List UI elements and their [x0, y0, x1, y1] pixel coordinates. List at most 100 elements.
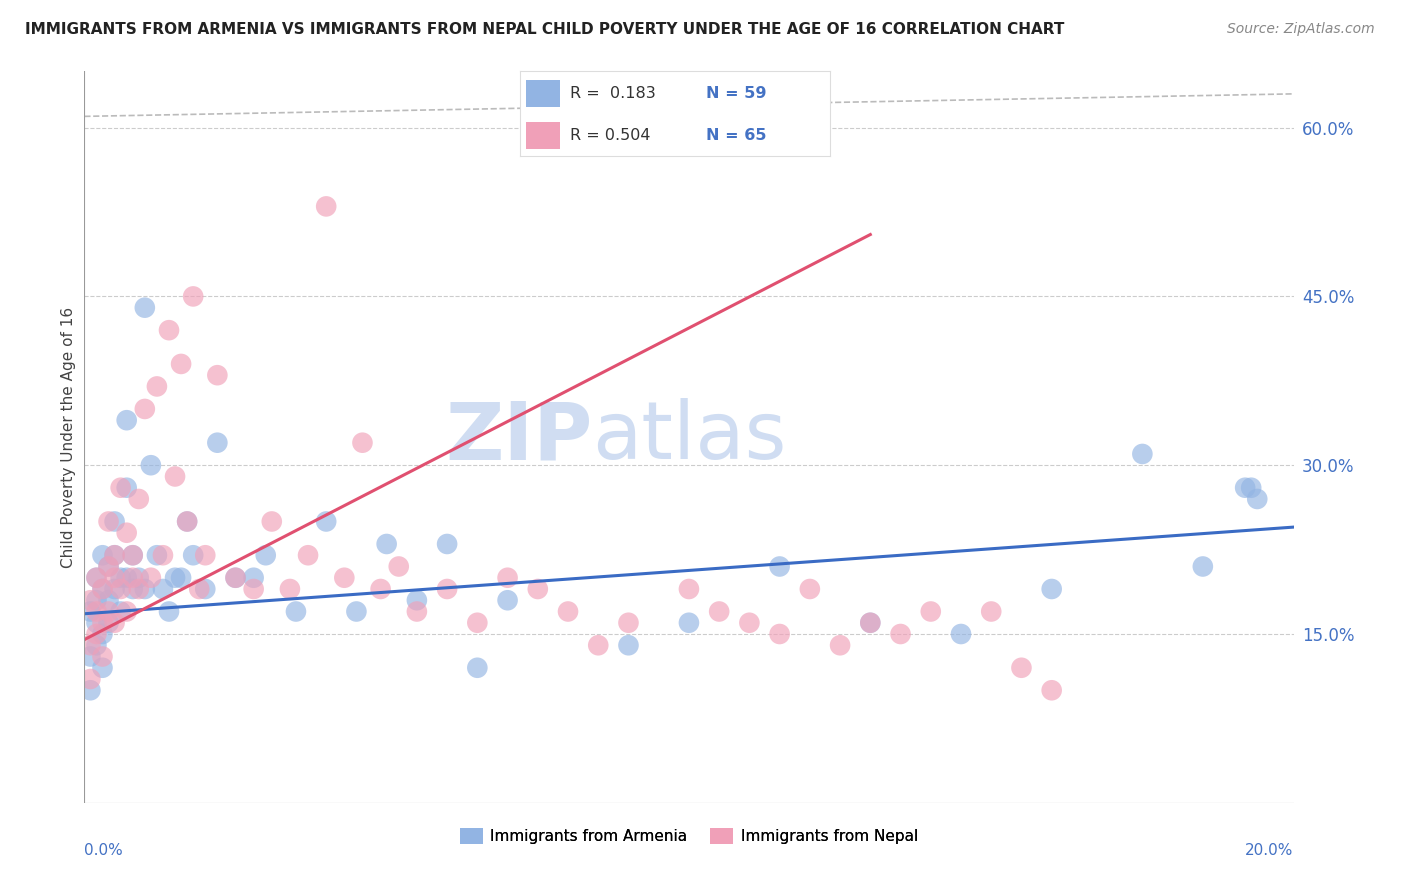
Point: [388, 559, 411, 574]
Point: [86, 627, 108, 641]
Point: [104, 548, 127, 562]
Point: [225, 571, 247, 585]
Point: [278, 582, 301, 596]
Point: [370, 582, 392, 596]
Point: [91, 649, 114, 664]
Text: 0.0%: 0.0%: [84, 843, 124, 858]
Point: [104, 571, 127, 585]
Point: [79, 593, 101, 607]
Point: [121, 571, 143, 585]
Point: [157, 605, 180, 619]
Point: [146, 379, 169, 393]
Point: [1240, 481, 1263, 495]
Point: [333, 571, 356, 585]
Point: [79, 672, 101, 686]
Point: [97, 605, 120, 619]
Point: [315, 515, 337, 529]
Point: [260, 515, 283, 529]
Point: [91, 661, 114, 675]
Point: [406, 605, 429, 619]
Point: [134, 401, 156, 416]
Text: Source: ZipAtlas.com: Source: ZipAtlas.com: [1227, 22, 1375, 37]
Point: [830, 638, 852, 652]
Point: [86, 615, 108, 630]
Point: [115, 525, 138, 540]
Point: [152, 548, 174, 562]
Bar: [526, 80, 561, 107]
Point: [496, 593, 519, 607]
Point: [738, 615, 761, 630]
Point: [104, 515, 127, 529]
Text: N = 59: N = 59: [706, 86, 766, 101]
Point: [207, 368, 229, 383]
Point: [315, 199, 337, 213]
Text: atlas: atlas: [592, 398, 786, 476]
Point: [176, 515, 198, 529]
Point: [181, 289, 204, 303]
Point: [97, 559, 120, 574]
Text: R =  0.183: R = 0.183: [569, 86, 655, 101]
Point: [79, 638, 101, 652]
Point: [188, 582, 211, 596]
Point: [436, 582, 458, 596]
Point: [254, 548, 277, 562]
Point: [121, 582, 143, 596]
Point: [152, 582, 174, 596]
Point: [121, 548, 143, 562]
Point: [115, 413, 138, 427]
Point: [352, 435, 374, 450]
Point: [110, 571, 132, 585]
Point: [769, 559, 792, 574]
Point: [121, 548, 143, 562]
Point: [91, 582, 114, 596]
Point: [225, 571, 247, 585]
Point: [1011, 661, 1033, 675]
Point: [79, 683, 101, 698]
Point: [104, 548, 127, 562]
Point: [1130, 447, 1153, 461]
Point: [242, 571, 264, 585]
Point: [86, 605, 108, 619]
Point: [285, 605, 308, 619]
Point: [115, 605, 138, 619]
Point: [436, 537, 458, 551]
Point: [375, 537, 398, 551]
Point: [165, 469, 187, 483]
Text: ZIP: ZIP: [444, 398, 592, 476]
Point: [467, 615, 489, 630]
Point: [346, 605, 368, 619]
Point: [79, 605, 101, 619]
Legend: Immigrants from Armenia, Immigrants from Nepal: Immigrants from Armenia, Immigrants from…: [454, 822, 924, 850]
Point: [79, 649, 101, 664]
Point: [920, 605, 942, 619]
Point: [91, 582, 114, 596]
Point: [86, 571, 108, 585]
Point: [1234, 481, 1257, 495]
Point: [91, 615, 114, 630]
Point: [496, 571, 519, 585]
Point: [86, 571, 108, 585]
Point: [97, 515, 120, 529]
Point: [104, 582, 127, 596]
Point: [181, 548, 204, 562]
Point: [91, 548, 114, 562]
Point: [207, 435, 229, 450]
Bar: [526, 122, 561, 149]
Point: [557, 605, 579, 619]
Point: [104, 615, 127, 630]
Point: [588, 638, 610, 652]
Point: [128, 571, 150, 585]
Text: N = 65: N = 65: [706, 128, 766, 144]
Point: [146, 548, 169, 562]
Point: [134, 301, 156, 315]
Point: [859, 615, 882, 630]
Point: [86, 638, 108, 652]
Point: [86, 593, 108, 607]
Point: [97, 593, 120, 607]
Point: [110, 582, 132, 596]
Point: [97, 615, 120, 630]
Point: [128, 582, 150, 596]
Text: 20.0%: 20.0%: [1246, 843, 1294, 858]
Point: [242, 582, 264, 596]
Y-axis label: Child Poverty Under the Age of 16: Child Poverty Under the Age of 16: [60, 307, 76, 567]
